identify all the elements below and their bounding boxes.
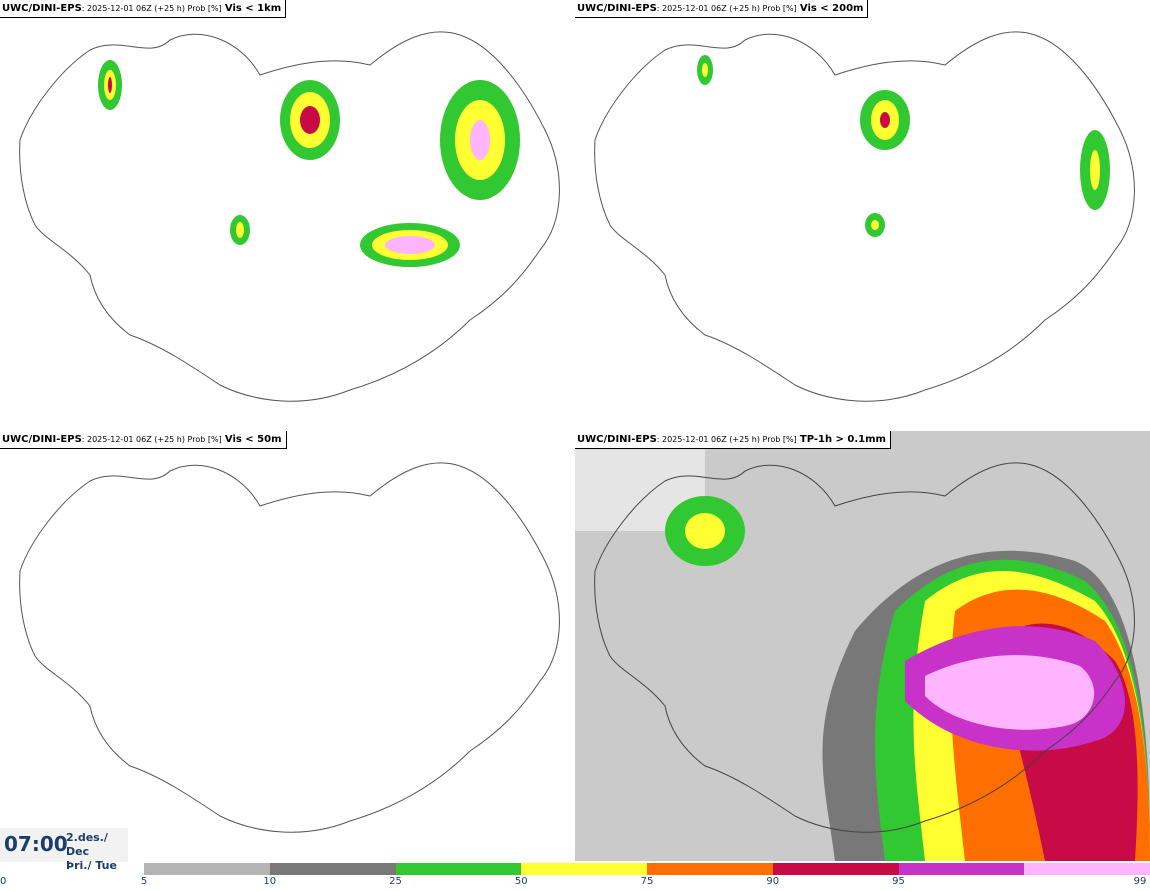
map-panel-vis-200m: UWC/DINI-EPS: 2025-12-01 06Z (+25 h) Pro… [575,0,1150,430]
map-panel-precip: UWC/DINI-EPS: 2025-12-01 06Z (+25 h) Pro… [575,431,1150,861]
colorbar-segment [144,863,270,875]
colorbar-segment [1024,863,1150,875]
run-meta: : 2025-12-01 06Z (+25 h) Prob [%] [81,4,222,13]
colorbar-tick-label: 90 [766,876,780,887]
colorbar-tick-label: 10 [263,876,277,887]
date-line-1: 2.des./ Dec [66,831,108,858]
panel-title: UWC/DINI-EPS: 2025-12-01 06Z (+25 h) Pro… [575,0,869,18]
colorbar-segment [269,863,396,875]
variable-label: Vis < 1km [224,3,282,14]
map-precip [575,431,1150,861]
map-vis-1km [19,31,560,402]
colorbar-tick-label: 0 [0,876,7,887]
map-panel-vis-50m: UWC/DINI-EPS: 2025-12-01 06Z (+25 h) Pro… [0,431,575,861]
model-name: UWC/DINI-EPS [2,434,82,445]
probability-colorbar [144,863,1150,875]
colorbar-tick-label: 50 [514,876,528,887]
model-name: UWC/DINI-EPS [577,434,657,445]
run-meta: : 2025-12-01 06Z (+25 h) Prob [%] [656,435,797,444]
variable-label: Vis < 50m [224,434,282,445]
map-vis-50m [19,462,560,833]
colorbar-ticks: 0 5 10 25 50 75 90 95 99 [0,876,1150,890]
panel-title: UWC/DINI-EPS: 2025-12-01 06Z (+25 h) Pro… [0,0,287,18]
fog-probability-blobs [697,55,1110,237]
run-meta: : 2025-12-01 06Z (+25 h) Prob [%] [81,435,222,444]
map-panel-vis-1km: UWC/DINI-EPS: 2025-12-01 06Z (+25 h) Pro… [0,0,575,430]
colorbar-tick-label: 5 [140,876,148,887]
variable-label: TP-1h > 0.1mm [799,434,886,445]
colorbar-segment [898,863,1025,875]
panel-title: UWC/DINI-EPS: 2025-12-01 06Z (+25 h) Pro… [575,431,891,449]
colorbar-tick-label: 25 [389,876,402,887]
colorbar-tick-label: 95 [892,876,905,887]
fog-probability-blobs [98,60,520,267]
colorbar-segment [395,863,522,875]
valid-time-date: 2.des./ Dec Þri./ Tue [66,831,128,873]
run-meta: : 2025-12-01 06Z (+25 h) Prob [%] [656,4,797,13]
map-vis-200m [594,31,1135,402]
colorbar-tick-label: 75 [640,876,654,887]
colorbar-segment [521,863,647,875]
date-line-2: Þri./ Tue [66,859,117,872]
colorbar-tick-label: 99 [1133,876,1147,887]
valid-time-clock: 07:00 [4,832,68,856]
colorbar-segment [647,863,773,875]
colorbar-segment [772,863,899,875]
panel-title: UWC/DINI-EPS: 2025-12-01 06Z (+25 h) Pro… [0,431,287,449]
model-name: UWC/DINI-EPS [2,3,82,14]
model-name: UWC/DINI-EPS [577,3,657,14]
variable-label: Vis < 200m [799,3,864,14]
valid-time-box: 07:00 2.des./ Dec Þri./ Tue [0,828,128,872]
